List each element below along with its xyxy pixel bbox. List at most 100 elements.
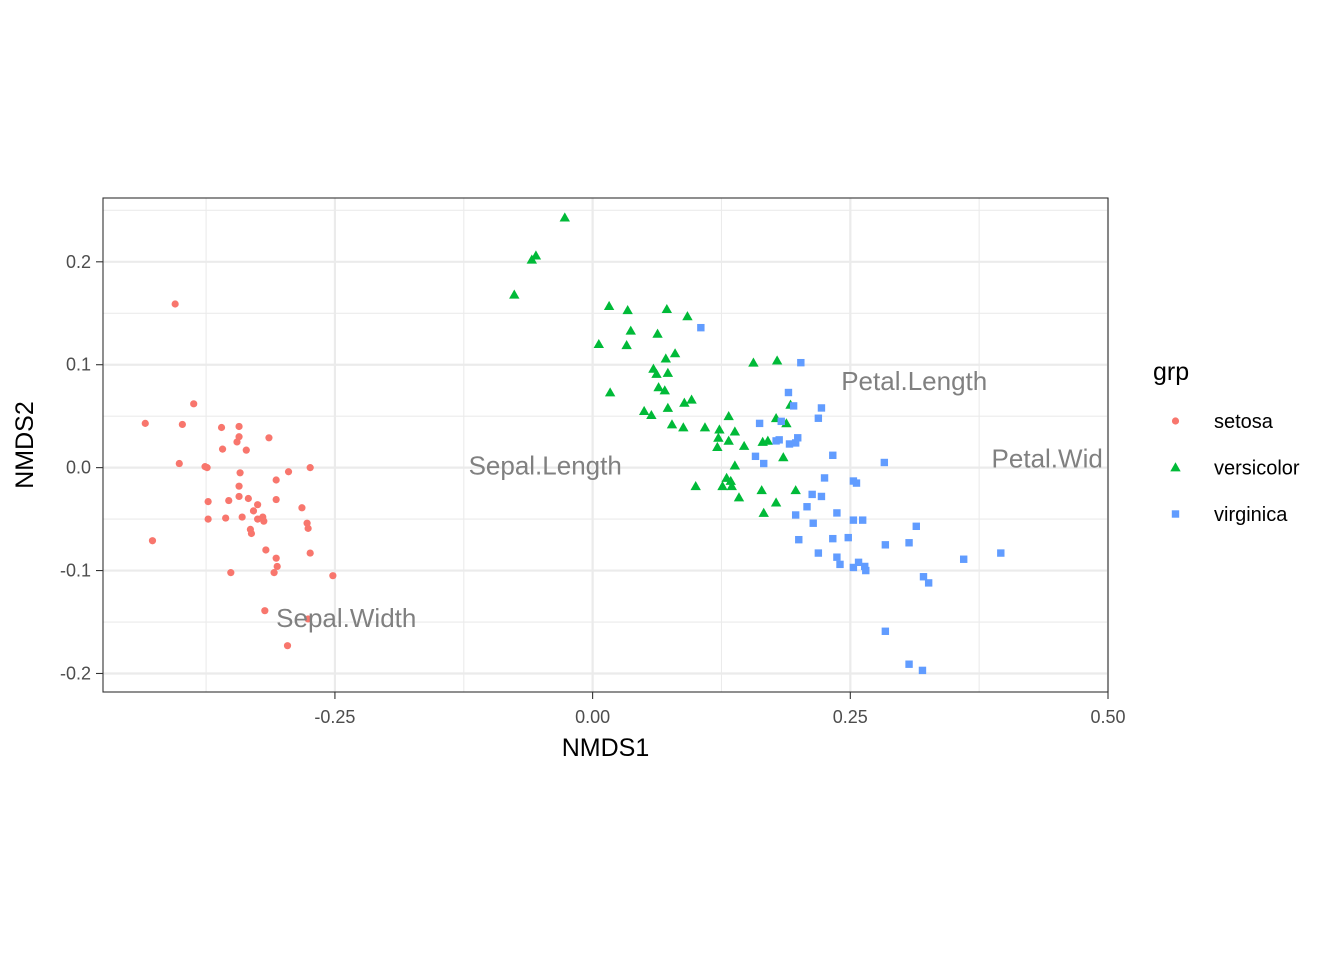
virginica-point [912,522,920,531]
versicolor-point [678,422,689,432]
virginica-point [755,419,764,428]
versicolor-point [726,480,737,491]
virginica-point [862,566,870,575]
virginica-point [814,549,823,557]
y-tick-label: 0.2 [66,252,91,272]
virginica-point [844,533,852,542]
versicolor-point [638,405,650,415]
versicolor-point [717,480,728,491]
versicolor-point [646,409,657,420]
setosa-point [306,549,314,557]
virginica-point [751,452,760,461]
versicolor-point [559,212,570,222]
y-axis-title: NMDS2 [11,401,39,489]
versicolor-point [662,367,674,377]
versicolor-point [669,348,681,358]
legend-key-setosa [1171,417,1180,425]
virginica-point [905,539,913,547]
setosa-point [227,569,235,577]
setosa-point [203,464,211,472]
versicolor-point [778,452,789,462]
virginica-point [836,560,844,569]
versicolor-point [713,432,724,442]
versicolor-point [666,419,678,429]
setosa-point [329,572,337,580]
virginica-point [880,458,889,467]
virginica-point [829,534,837,543]
setosa-point [244,494,252,503]
virginica-point [854,558,863,567]
virginica-point [817,404,826,412]
versicolor-point [621,339,632,350]
versicolor-point [738,440,750,450]
versicolor-point [593,338,604,349]
versicolor-point [659,385,670,395]
setosa-point [270,569,278,577]
virginica-point [833,553,841,561]
versicolor-point [604,387,616,397]
virginica-point [858,516,867,524]
virginica-point [795,535,803,544]
virginica-point [791,511,800,519]
setosa-point [171,300,179,308]
virginica-point [829,451,837,459]
setosa-point [204,515,212,523]
versicolor-point [603,300,615,310]
legend-title: grp [1153,358,1189,386]
virginica-point [794,434,802,442]
setosa-point [235,422,243,431]
plot-panel-border [102,197,1109,693]
versicolor-point [771,355,783,365]
virginica-point [791,439,800,447]
annotation-petal-length: Petal.Length [841,366,987,396]
virginica-point [852,479,861,487]
setosa-point [218,445,227,453]
y-tick-label: -0.2 [60,663,91,683]
versicolor-point [653,382,664,392]
versicolor-point [729,460,741,470]
setosa-point [233,438,241,446]
x-tick-label: 0.25 [833,707,868,727]
legend-key-versicolor [1170,462,1181,472]
virginica-point [881,627,890,635]
setosa-point [298,504,306,512]
virginica-point [789,402,798,410]
x-tick-label: 0.50 [1090,707,1125,727]
minor-gridlines [103,198,1108,692]
virginica-point [849,563,858,572]
versicolor-point [509,289,520,299]
y-axis: -0.2 -0.1 0.0 0.1 0.2 [60,252,103,683]
setosa-point [272,554,280,562]
versicolor-point [712,441,723,451]
setosa-point [141,419,149,427]
y-tick-label: 0.0 [66,458,91,478]
virginica-point [808,490,816,499]
virginica-point [833,509,841,517]
versicolor-point [682,311,693,321]
legend-label-versicolor: versicolor [1214,458,1300,480]
virginica-point [803,503,811,511]
setosa-point [178,420,186,429]
setosa-point [304,524,312,532]
setosa-point [175,459,183,468]
virginica-point [997,549,1005,557]
virginica-point [785,440,794,448]
annotation-petal-wid: Petal.Wid [992,443,1103,473]
setosa-point [242,446,250,454]
setosa-point [222,514,230,522]
versicolor-point [679,397,690,407]
versicolor-point [725,475,736,485]
versicolor-point [758,507,769,517]
setosa-point [260,517,268,525]
legend: grp setosa versicolor virginica [1153,358,1300,526]
virginica-point [820,474,829,482]
virginica-point [814,414,823,422]
setosa-point [272,476,280,484]
versicolor-point [625,325,636,335]
setosa-point [225,496,233,505]
virginica-point [760,459,768,468]
setosa-point [247,529,256,538]
virginica-point [777,417,785,426]
virginica-point [919,573,928,581]
